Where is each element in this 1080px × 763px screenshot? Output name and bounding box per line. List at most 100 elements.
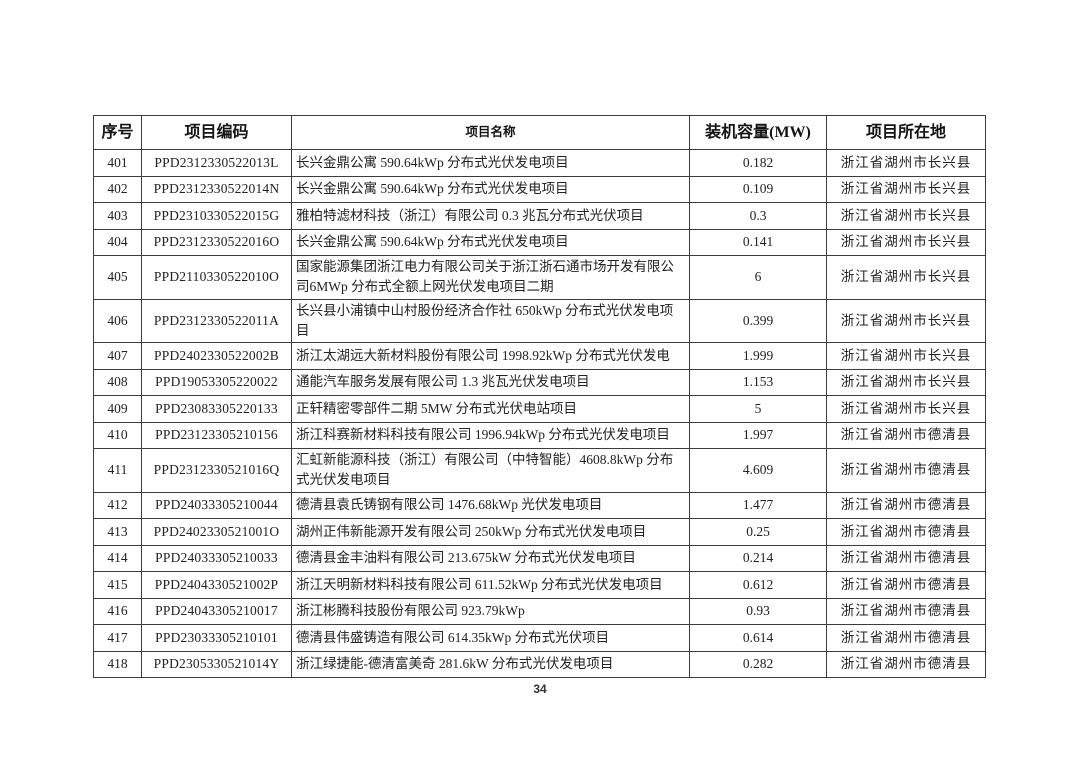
cell-project-name: 浙江彬腾科技股份有限公司 923.79kWp — [291, 597, 690, 625]
cell-project-code: PPD2310330522015G — [141, 202, 292, 230]
cell-project-location: 浙江省湖州市德清县 — [826, 571, 986, 599]
cell-project-name: 雅柏特滤材科技（浙江）有限公司 0.3 兆瓦分布式光伏项目 — [291, 202, 690, 230]
cell-serial-number: 403 — [93, 202, 142, 230]
cell-project-location: 浙江省湖州市长兴县 — [826, 368, 986, 396]
cell-serial-number: 412 — [93, 491, 142, 519]
cell-project-name: 浙江绿捷能-德清富美奇 281.6kW 分布式光伏发电项目 — [291, 650, 690, 678]
cell-project-code: PPD2110330522010O — [141, 255, 292, 300]
cell-project-code: PPD24043305210017 — [141, 597, 292, 625]
cell-installed-capacity: 1.999 — [689, 342, 827, 370]
cell-project-code: PPD2312330522013L — [141, 149, 292, 177]
cell-project-code: PPD24033305210044 — [141, 491, 292, 519]
cell-project-location: 浙江省湖州市德清县 — [826, 544, 986, 572]
header-project-location: 项目所在地 — [826, 115, 986, 150]
cell-installed-capacity: 0.109 — [689, 175, 827, 203]
table-row: 416 PPD24043305210017 浙江彬腾科技股份有限公司 923.79k… — [93, 597, 986, 625]
cell-project-name: 浙江科赛新材料科技有限公司 1996.94kWp 分布式光伏发电项目 — [291, 421, 690, 449]
cell-installed-capacity: 1.153 — [689, 368, 827, 396]
cell-installed-capacity: 0.93 — [689, 597, 827, 625]
cell-project-location: 浙江省湖州市长兴县 — [826, 228, 986, 256]
table-row: 401 PPD2312330522013L 长兴金鼎公寓 590.64kWp 分布式… — [93, 149, 986, 177]
cell-serial-number: 415 — [93, 571, 142, 599]
table-row: 412 PPD24033305210044 德清县袁氏铸钢有限公司 1476.68k… — [93, 491, 986, 519]
cell-project-code: PPD24033305210033 — [141, 544, 292, 572]
cell-installed-capacity: 1.477 — [689, 491, 827, 519]
cell-serial-number: 409 — [93, 395, 142, 423]
cell-serial-number: 416 — [93, 597, 142, 625]
cell-serial-number: 407 — [93, 342, 142, 370]
cell-project-location: 浙江省湖州市长兴县 — [826, 175, 986, 203]
cell-project-location: 浙江省湖州市德清县 — [826, 624, 986, 652]
cell-installed-capacity: 0.614 — [689, 624, 827, 652]
cell-serial-number: 418 — [93, 650, 142, 678]
cell-installed-capacity: 0.612 — [689, 571, 827, 599]
cell-serial-number: 411 — [93, 448, 142, 493]
cell-project-code: PPD2305330521014Y — [141, 650, 292, 678]
table-row: 418 PPD2305330521014Y 浙江绿捷能-德清富美奇 281.6kW … — [93, 650, 986, 678]
cell-project-name: 德清县伟盛铸造有限公司 614.35kWp 分布式光伏项目 — [291, 624, 690, 652]
cell-serial-number: 410 — [93, 421, 142, 449]
cell-project-name: 湖州正伟新能源开发有限公司 250kWp 分布式光伏发电项目 — [291, 518, 690, 546]
cell-installed-capacity: 4.609 — [689, 448, 827, 493]
table-row: 405 PPD2110330522010O 国家能源集团浙江电力有限公司关于浙江浙石… — [93, 255, 986, 300]
cell-serial-number: 417 — [93, 624, 142, 652]
cell-project-location: 浙江省湖州市长兴县 — [826, 149, 986, 177]
cell-project-name: 浙江太湖远大新材料股份有限公司 1998.92kWp 分布式光伏发电 — [291, 342, 690, 370]
cell-installed-capacity: 1.997 — [689, 421, 827, 449]
table-row: 417 PPD23033305210101 德清县伟盛铸造有限公司 614.35kW… — [93, 624, 986, 652]
cell-project-code: PPD23123305210156 — [141, 421, 292, 449]
cell-project-name: 国家能源集团浙江电力有限公司关于浙江浙石通市场开发有限公司6MWp 分布式全额上… — [291, 255, 690, 300]
table-row: 402 PPD2312330522014N 长兴金鼎公寓 590.64kWp 分布式… — [93, 175, 986, 203]
cell-installed-capacity: 0.3 — [689, 202, 827, 230]
cell-serial-number: 413 — [93, 518, 142, 546]
cell-project-name: 长兴金鼎公寓 590.64kWp 分布式光伏发电项目 — [291, 175, 690, 203]
cell-project-location: 浙江省湖州市德清县 — [826, 448, 986, 493]
cell-project-code: PPD2402330522002B — [141, 342, 292, 370]
cell-serial-number: 402 — [93, 175, 142, 203]
cell-project-code: PPD2312330521016Q — [141, 448, 292, 493]
cell-project-code: PPD23033305210101 — [141, 624, 292, 652]
cell-project-code: PPD2312330522014N — [141, 175, 292, 203]
cell-project-location: 浙江省湖州市德清县 — [826, 421, 986, 449]
table-row: 407 PPD2402330522002B 浙江太湖远大新材料股份有限公司 1998… — [93, 342, 986, 370]
cell-project-code: PPD2312330522016O — [141, 228, 292, 256]
cell-project-location: 浙江省湖州市长兴县 — [826, 202, 986, 230]
cell-serial-number: 406 — [93, 298, 142, 343]
cell-project-location: 浙江省湖州市长兴县 — [826, 298, 986, 343]
cell-installed-capacity: 0.282 — [689, 650, 827, 678]
table-row: 414 PPD24033305210033 德清县金丰油料有限公司 213.675k… — [93, 544, 986, 572]
cell-project-code: PPD23083305220133 — [141, 395, 292, 423]
cell-installed-capacity: 0.25 — [689, 518, 827, 546]
cell-project-name: 汇虹新能源科技（浙江）有限公司（中特智能）4608.8kWp 分布式光伏发电项目 — [291, 448, 690, 493]
cell-installed-capacity: 0.399 — [689, 298, 827, 343]
table-row: 409 PPD23083305220133 正轩精密零部件二期 5MW 分布式光伏电… — [93, 395, 986, 423]
cell-project-name: 德清县金丰油料有限公司 213.675kW 分布式光伏发电项目 — [291, 544, 690, 572]
cell-serial-number: 401 — [93, 149, 142, 177]
cell-installed-capacity: 0.214 — [689, 544, 827, 572]
cell-project-location: 浙江省湖州市德清县 — [826, 518, 986, 546]
cell-project-name: 德清县袁氏铸钢有限公司 1476.68kWp 光伏发电项目 — [291, 491, 690, 519]
cell-project-name: 通能汽车服务发展有限公司 1.3 兆瓦光伏发电项目 — [291, 368, 690, 396]
page-number: 34 — [533, 682, 547, 696]
cell-project-location: 浙江省湖州市长兴县 — [826, 255, 986, 300]
cell-project-code: PPD19053305220022 — [141, 368, 292, 396]
table-row: 411 PPD2312330521016Q 汇虹新能源科技（浙江）有限公司（中特智能… — [93, 448, 986, 493]
projects-table: 序号 项目编码 项目名称 装机容量(MW) 项目所在地 401 PPD231233… — [93, 115, 986, 678]
cell-serial-number: 405 — [93, 255, 142, 300]
header-project-name: 项目名称 — [291, 115, 690, 150]
cell-project-location: 浙江省湖州市德清县 — [826, 597, 986, 625]
cell-installed-capacity: 0.141 — [689, 228, 827, 256]
table-header-row: 序号 项目编码 项目名称 装机容量(MW) 项目所在地 — [93, 115, 986, 150]
header-project-code: 项目编码 — [141, 115, 292, 150]
cell-project-location: 浙江省湖州市德清县 — [826, 650, 986, 678]
cell-installed-capacity: 5 — [689, 395, 827, 423]
cell-project-location: 浙江省湖州市长兴县 — [826, 395, 986, 423]
table-row: 415 PPD2404330521002P 浙江天明新材料科技有限公司 611.52… — [93, 571, 986, 599]
cell-serial-number: 408 — [93, 368, 142, 396]
table-row: 413 PPD2402330521001O 湖州正伟新能源开发有限公司 250kWp… — [93, 518, 986, 546]
cell-project-code: PPD2312330522011A — [141, 298, 292, 343]
header-installed-capacity: 装机容量(MW) — [689, 115, 827, 150]
cell-project-code: PPD2402330521001O — [141, 518, 292, 546]
cell-project-location: 浙江省湖州市长兴县 — [826, 342, 986, 370]
